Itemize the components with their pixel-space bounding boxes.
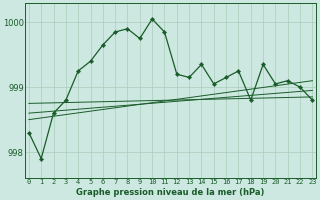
X-axis label: Graphe pression niveau de la mer (hPa): Graphe pression niveau de la mer (hPa) (76, 188, 265, 197)
